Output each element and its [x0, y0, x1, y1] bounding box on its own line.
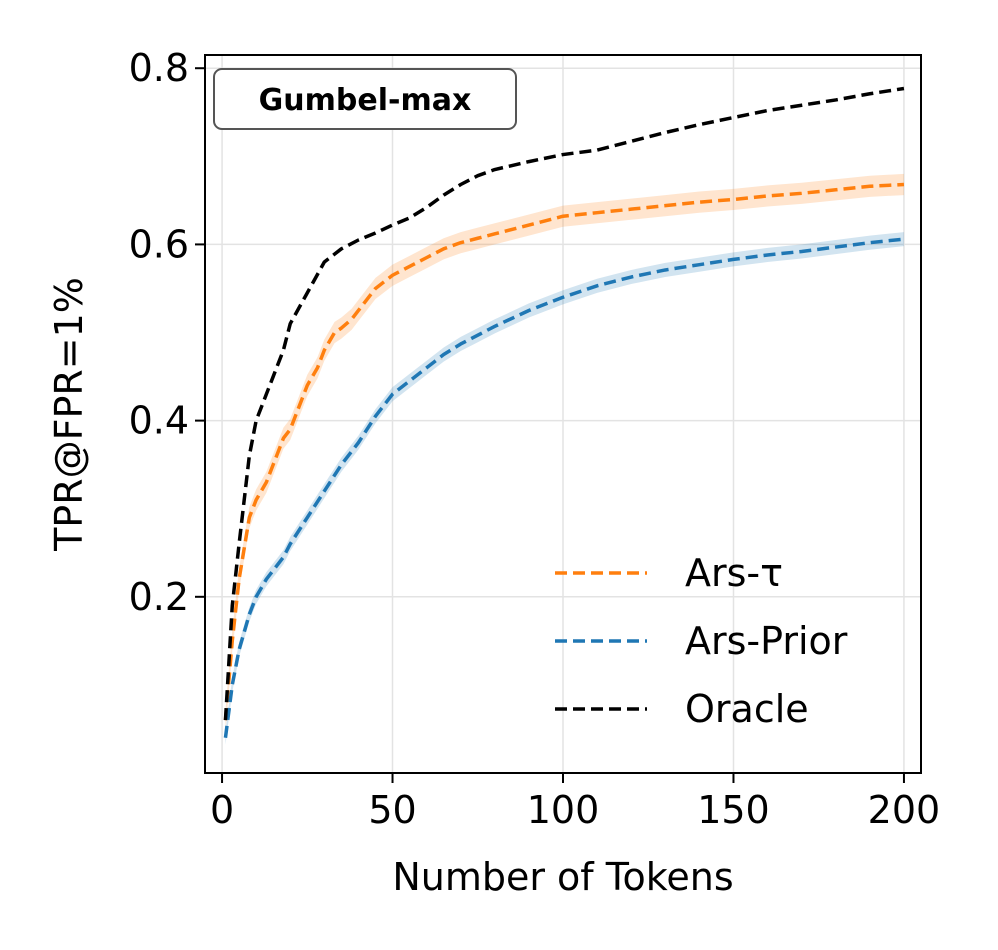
chart-title: Gumbel-max: [259, 83, 472, 118]
legend: Ars-τ Ars-Prior Oracle: [555, 551, 848, 731]
legend-label-1: Ars-Prior: [685, 619, 848, 663]
x-tick-label: 100: [527, 788, 600, 832]
y-tick-label: 0.2: [129, 575, 189, 619]
series-layer: [223, 86, 905, 745]
x-tick-label: 0: [210, 788, 234, 832]
x-tick-label: 150: [697, 788, 770, 832]
y-tick-label: 0.8: [129, 46, 189, 90]
grid-layer: [205, 55, 921, 773]
y-tick-label: 0.4: [129, 399, 189, 443]
legend-label-2: Oracle: [685, 687, 809, 731]
y-axis-label: TPR@FPR=1%: [47, 277, 91, 552]
legend-label-0: Ars-τ: [685, 551, 783, 595]
title-badge: Gumbel-max: [213, 68, 517, 130]
series-line-0: [223, 182, 905, 721]
x-tick-label: 50: [368, 788, 416, 832]
series-line-2: [223, 86, 905, 721]
y-tick-label: 0.6: [129, 222, 189, 266]
x-axis-label: Number of Tokens: [392, 855, 733, 899]
title-badge-box: [213, 68, 517, 130]
series-line-1: [223, 237, 905, 738]
x-tick-label: 200: [868, 788, 941, 832]
tick-layer: 0 50 100 150 200 0.2 0.4 0.6 0.8: [129, 46, 941, 832]
